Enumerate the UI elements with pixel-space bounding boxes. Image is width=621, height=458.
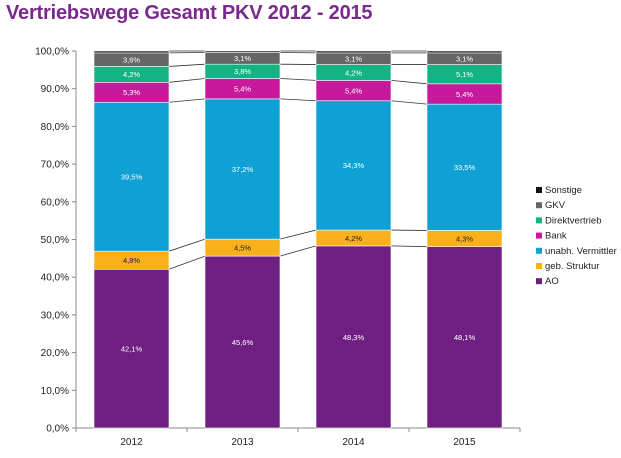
y-tick-label: 20,0% (41, 348, 69, 359)
series-connector-line (168, 78, 206, 83)
bar-segment-unabh-vermittler-2012 (93, 101, 170, 252)
x-tick-label: 2012 (120, 437, 143, 448)
y-tick-label: 40,0% (41, 273, 69, 284)
x-tick-label: 2013 (231, 437, 254, 448)
data-label-bank-2014: 5,4% (345, 86, 362, 95)
bar-segment-unabh-vermittler-2014 (315, 100, 392, 231)
bar-segment-ao-2014 (315, 245, 392, 429)
data-label-gkv-2012: 3,6% (123, 55, 140, 64)
legend-label-direktvertrieb: Direktvertrieb (545, 215, 602, 226)
legend-label-bank: Bank (545, 231, 567, 242)
legend-swatch-geb-struktur (536, 263, 542, 269)
series-connector-line (390, 80, 428, 85)
x-tick-label: 2015 (453, 437, 476, 448)
series-connector-line (168, 255, 206, 270)
series-connector-line (279, 245, 317, 257)
data-label-geb-struktur-2012: 4,8% (123, 256, 140, 265)
legend-label-geb-struktur: geb. Struktur (545, 261, 599, 272)
legend: Sonstige GKV Direktvertrieb Bank unabh. Verm… (536, 185, 617, 287)
data-label-unabh-vermittler-2015: 33,5% (454, 163, 476, 172)
bar-segment-ao-2012 (93, 268, 170, 429)
data-label-bank-2012: 5,3% (123, 88, 140, 97)
bar-segment-sonstige-2013 (204, 50, 281, 53)
legend-label-sonstige: Sonstige (545, 185, 582, 196)
y-tick-label: 90,0% (41, 84, 69, 95)
legend-label-ao: AO (545, 276, 559, 287)
bar-segment-sonstige-2014 (315, 50, 392, 54)
legend-label-gkv: GKV (545, 200, 566, 211)
y-tick-label: 0,0% (46, 424, 69, 435)
data-label-gkv-2013: 3,1% (234, 54, 251, 63)
series-connector-line (168, 98, 206, 103)
data-label-direktvertrieb-2013: 3,8% (234, 67, 251, 76)
legend-swatch-gkv (536, 202, 542, 209)
series-connector-line (168, 238, 206, 252)
x-tick-label: 2014 (342, 437, 365, 448)
series-connector-line (279, 229, 317, 240)
legend-swatch-unabh-vermittler (536, 247, 542, 254)
data-label-ao-2015: 48,1% (454, 333, 476, 342)
y-tick-label: 70,0% (41, 160, 69, 171)
chart-title: Vertriebswege Gesamt PKV 2012 - 2015 (6, 2, 373, 24)
legend-label-unabh-vermittler: unabh. Vermittler (545, 246, 617, 257)
series-connector-line (279, 78, 317, 81)
data-label-layer: 42,1% 45,6% 48,3% 48,1% 4,8% 4,5% 4,2% 4,3% 39,5… (121, 54, 476, 353)
data-label-gkv-2015: 3,1% (456, 55, 473, 64)
data-label-gkv-2014: 3,1% (345, 55, 362, 64)
data-label-ao-2012: 42,1% (121, 344, 143, 353)
series-connector-line (168, 63, 206, 67)
bar-segment-unabh-vermittler-2015 (426, 103, 503, 231)
data-label-unabh-vermittler-2014: 34,3% (343, 161, 365, 170)
legend-swatch-bank (536, 232, 542, 239)
y-tick-label: 80,0% (41, 122, 69, 133)
bar-segment-sonstige-2015 (426, 50, 503, 54)
data-label-bank-2013: 5,4% (234, 85, 251, 94)
legend-swatch-sonstige (536, 187, 542, 193)
data-label-unabh-vermittler-2013: 37,2% (232, 165, 254, 174)
bar-segment-ao-2013 (204, 255, 281, 429)
legend-swatch-direktvertrieb (536, 217, 542, 224)
y-tick-label: 30,0% (41, 310, 69, 321)
bar-segment-ao-2015 (426, 246, 503, 429)
data-label-ao-2013: 45,6% (232, 338, 254, 347)
bar-segment-sonstige-2012 (93, 50, 170, 54)
data-label-geb-struktur-2013: 4,5% (234, 243, 251, 252)
data-label-direktvertrieb-2012: 4,2% (123, 70, 140, 79)
y-tick-label: 50,0% (41, 235, 69, 246)
series-connector-line (390, 245, 428, 248)
series-connector-line (279, 98, 317, 102)
y-tick-label: 100,0% (35, 47, 69, 58)
data-label-geb-struktur-2014: 4,2% (345, 234, 362, 243)
data-label-ao-2014: 48,3% (343, 333, 365, 342)
legend-swatch-ao (536, 278, 542, 285)
y-tick-label: 60,0% (41, 197, 69, 208)
series-connector-line (390, 100, 428, 105)
axis-layer: 0,0% 10,0% 20,0% 30,0% 40,0% 50,0% 60,0% 70,0% 8… (35, 47, 521, 448)
data-label-geb-struktur-2015: 4,3% (456, 234, 473, 243)
bar-layer (93, 50, 503, 429)
data-label-bank-2015: 5,4% (456, 90, 473, 99)
y-tick-label: 10,0% (41, 386, 69, 397)
data-label-direktvertrieb-2014: 4,2% (345, 68, 362, 77)
data-label-unabh-vermittler-2012: 39,5% (121, 173, 143, 182)
data-label-direktvertrieb-2015: 5,1% (456, 70, 473, 79)
bar-segment-unabh-vermittler-2013 (204, 98, 281, 240)
connector-layer (168, 50, 428, 270)
